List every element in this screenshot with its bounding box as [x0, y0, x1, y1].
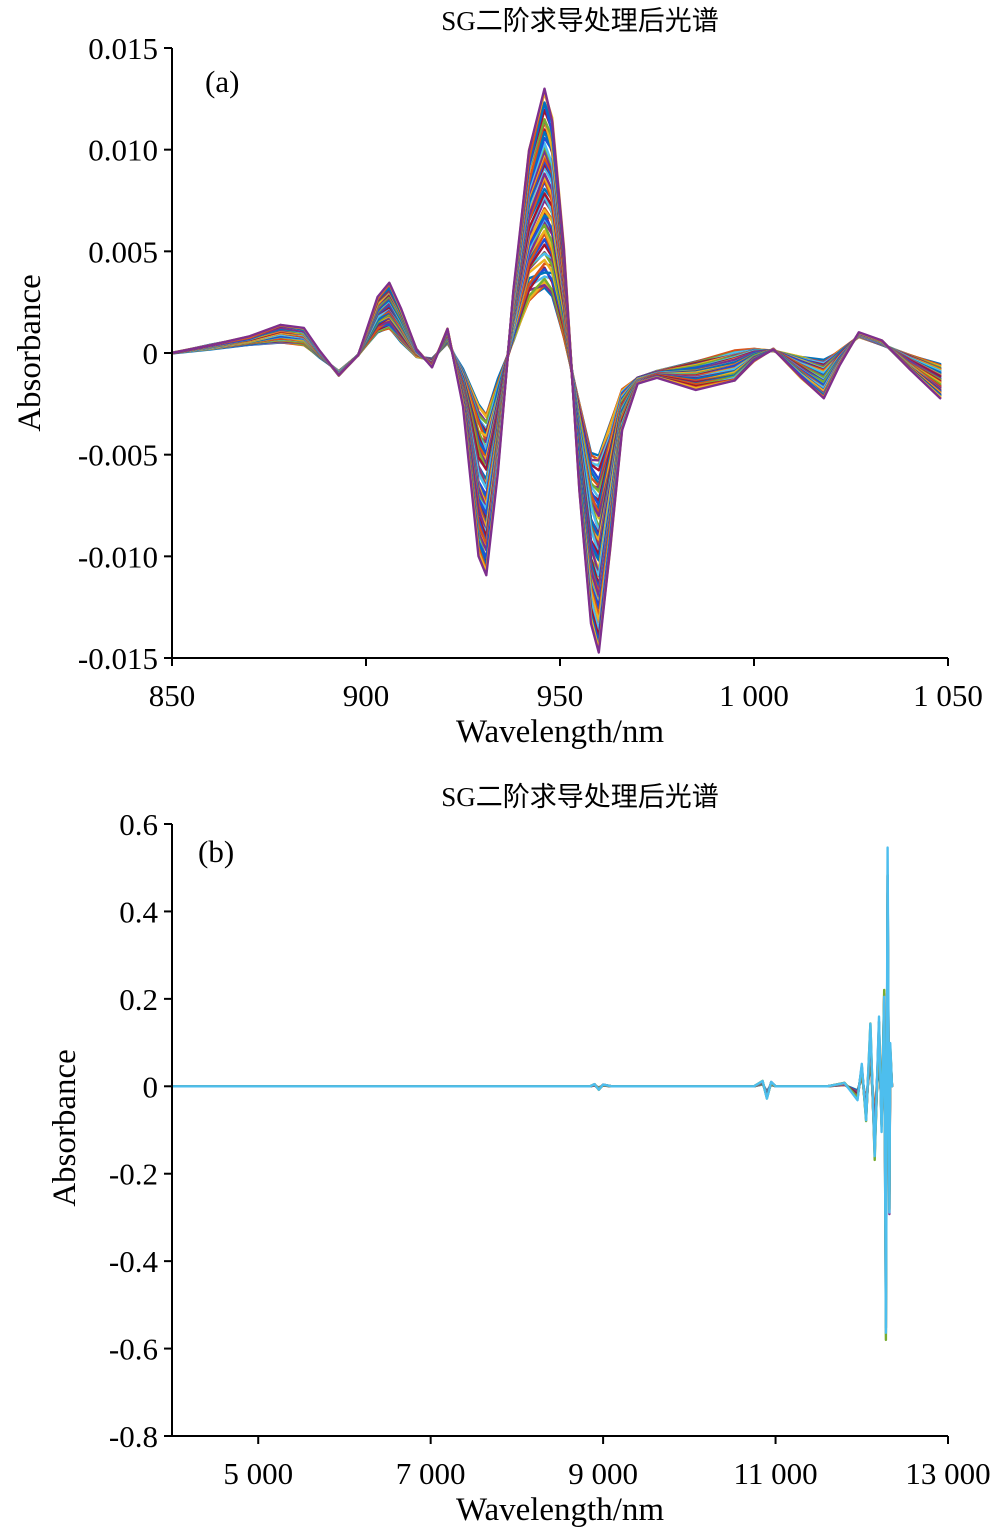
- panel-label: (a): [205, 64, 239, 99]
- y-tick-label: -0.6: [109, 1332, 158, 1367]
- y-tick-label: 0.6: [119, 807, 158, 842]
- x-tick-label: 900: [343, 678, 390, 713]
- x-axis-label: Wavelength/nm: [456, 1492, 664, 1528]
- spectrum-line-5: [170, 940, 894, 1228]
- x-tick-label: 950: [537, 678, 584, 713]
- y-tick-label: 0.4: [119, 894, 158, 929]
- spectrum-line-9: [170, 911, 894, 1276]
- spectrum-line-7: [170, 939, 894, 1259]
- x-tick-label: 9 000: [568, 1456, 638, 1491]
- spectrum-line-6: [170, 948, 894, 1248]
- x-tick-label: 13 000: [905, 1456, 990, 1491]
- y-axis-label: Absorbance: [47, 1049, 83, 1207]
- y-tick-label: 0.010: [88, 133, 158, 168]
- x-tick-label: 1 000: [719, 678, 789, 713]
- y-tick-label: 0.2: [119, 982, 158, 1017]
- spectrum-line-8: [170, 903, 894, 1287]
- y-axis-label: Absorbance: [12, 274, 48, 432]
- x-tick-label: 11 000: [734, 1456, 818, 1491]
- x-tick-label: 5 000: [223, 1456, 293, 1491]
- x-tick-label: 1 050: [913, 678, 983, 713]
- panel-label: (b): [198, 834, 234, 869]
- x-axis-label: Wavelength/nm: [456, 714, 664, 750]
- chart-panel-b: SG二阶求导处理后光谱 (b) 5 000 7 000 9 000 11 000 13 …: [47, 782, 991, 1528]
- chart-title: SG二阶求导处理后光谱: [441, 6, 719, 36]
- y-tick-label: -0.8: [109, 1419, 158, 1454]
- spectrum-line-1: [170, 986, 894, 1180]
- spectrum-line-3: [170, 958, 894, 1211]
- y-tick-label: 0: [143, 1069, 159, 1104]
- spectrum-line-14: [170, 846, 894, 1334]
- y-tick-label: 0: [143, 336, 159, 371]
- spectrum-line-60: [170, 87, 942, 654]
- y-tick-label: 0.015: [88, 31, 158, 66]
- chart-title: SG二阶求导处理后光谱: [441, 782, 719, 812]
- x-tick-label: 850: [149, 678, 196, 713]
- spectrum-line-10: [170, 891, 894, 1301]
- spectrum-line-2: [170, 979, 894, 1216]
- y-tick-label: -0.015: [78, 641, 158, 676]
- spectrum-line-11: [170, 893, 894, 1294]
- y-tick-label: -0.4: [109, 1244, 159, 1279]
- y-tick-label: -0.010: [78, 539, 158, 574]
- chart-panel-a: SG二阶求导处理后光谱 (a) 850 900 950 1 000 1 050 0.015…: [12, 6, 983, 750]
- spectrum-line-12: [170, 874, 894, 1329]
- spectrum-line-13: [170, 873, 894, 1342]
- x-tick-label: 7 000: [396, 1456, 466, 1491]
- y-tick-label: -0.005: [78, 438, 158, 473]
- y-tick-label: -0.2: [109, 1157, 158, 1192]
- spectra-series-group: [170, 87, 942, 654]
- axes: 850 900 950 1 000 1 050 0.015 0.010 0.005 0 -0.00…: [78, 31, 983, 713]
- axes: 5 000 7 000 9 000 11 000 13 000 0.6 0.4 0.2 0 -0.…: [109, 807, 991, 1491]
- y-tick-label: 0.005: [88, 234, 158, 269]
- spectra-series-group: [170, 846, 894, 1342]
